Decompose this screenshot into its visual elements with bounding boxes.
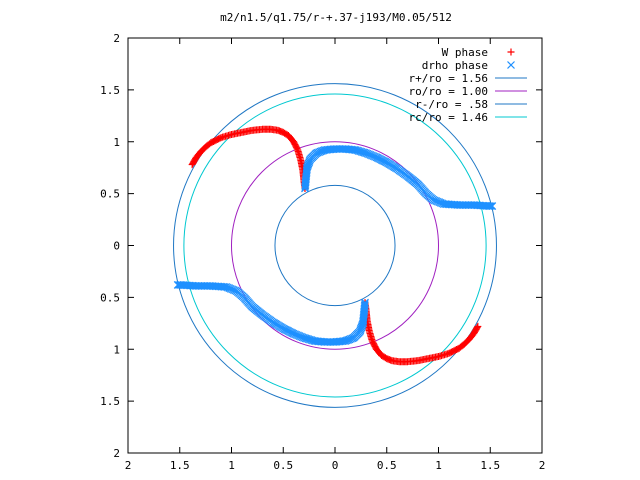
x-tick-label: 0.5	[273, 459, 293, 472]
data-point	[346, 334, 355, 343]
data-point	[356, 324, 365, 333]
y-tick-label: 0.5	[100, 291, 120, 304]
reference-circles	[173, 83, 497, 408]
data-point	[312, 149, 321, 158]
data-point	[313, 148, 322, 157]
y-tick-label: 0.5	[100, 188, 120, 201]
x-tick-label: 1	[228, 459, 235, 472]
data-point	[349, 333, 358, 342]
data-point	[358, 320, 367, 329]
data-point	[359, 319, 367, 328]
x-tick-label: 1	[435, 459, 442, 472]
data-point	[357, 322, 366, 331]
legend-marker	[507, 61, 515, 69]
axis-ticks: 2 1.5 1 0.5 0 0.5 1 1.5 221.510.500.511.52	[100, 32, 545, 472]
data-point	[175, 281, 183, 289]
series-w-phase	[188, 125, 482, 366]
y-tick-label: 1.5	[100, 84, 120, 97]
x-tick-label: 1.5	[170, 459, 190, 472]
y-tick-label: 0	[113, 240, 120, 253]
data-series	[173, 125, 497, 366]
y-tick-label: 1	[113, 343, 120, 356]
data-point	[304, 160, 313, 169]
legend-label: W phase	[442, 46, 488, 59]
legend-label: r-/ro = .58	[415, 98, 488, 111]
x-tick-label: 0	[332, 459, 339, 472]
x-tick-label: 2	[125, 459, 132, 472]
data-point	[303, 162, 312, 171]
data-point	[176, 281, 185, 289]
data-point	[315, 148, 324, 157]
data-point	[316, 147, 325, 156]
data-point	[304, 159, 313, 168]
x-tick-label: 2	[539, 459, 546, 472]
data-point	[303, 163, 311, 172]
circle-r-ro	[274, 184, 396, 307]
y-tick-label: 1.5	[100, 395, 120, 408]
y-tick-label: 2	[113, 32, 120, 45]
series-drho-phase	[173, 145, 497, 346]
data-point	[345, 335, 354, 344]
chart-title: m2/n1.5/q1.75/r-+.37-j193/M0.05/512	[220, 11, 452, 24]
legend-label: drho phase	[422, 59, 488, 72]
circle-roro	[231, 141, 439, 350]
circle-r+ro	[173, 83, 497, 408]
data-point	[487, 202, 495, 210]
x-tick-label: 0.5	[377, 459, 397, 472]
data-point	[488, 202, 497, 210]
data-point	[485, 202, 494, 210]
legend-label: ro/ro = 1.00	[409, 85, 488, 98]
data-point	[348, 334, 357, 343]
data-point	[357, 323, 366, 332]
legend-label: rc/ro = 1.46	[409, 111, 488, 124]
x-tick-label: 1.5	[480, 459, 500, 472]
data-point	[173, 281, 182, 289]
circle-rcro	[183, 93, 487, 398]
y-tick-label: 2	[113, 447, 120, 460]
data-point	[305, 158, 314, 167]
y-tick-label: 1	[113, 136, 120, 149]
legend-marker	[507, 48, 515, 56]
legend-label: r+/ro = 1.56	[409, 72, 488, 85]
